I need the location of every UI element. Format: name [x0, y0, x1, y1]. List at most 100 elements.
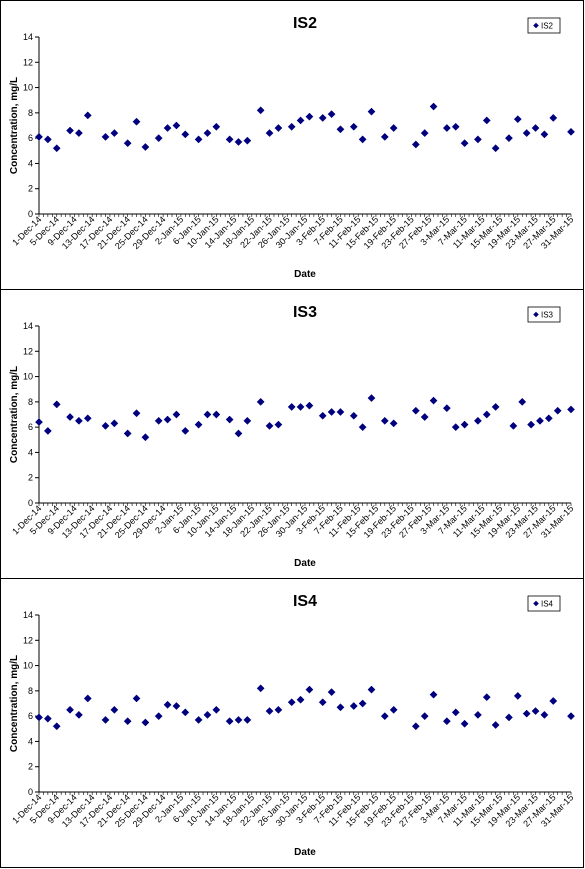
data-point — [110, 129, 119, 138]
data-point — [101, 715, 110, 724]
data-point — [265, 129, 274, 138]
y-tick-label: 0 — [28, 498, 33, 508]
data-point — [336, 408, 345, 416]
data-point — [305, 112, 314, 121]
data-point — [225, 415, 234, 424]
data-point — [35, 418, 43, 427]
data-point — [83, 414, 92, 423]
legend-box — [527, 17, 561, 34]
data-point — [163, 415, 172, 424]
data-point — [43, 135, 52, 144]
data-point — [509, 421, 518, 430]
y-tick-label: 10 — [23, 372, 33, 382]
data-point — [411, 140, 420, 149]
data-point — [442, 404, 451, 413]
data-point — [451, 423, 460, 432]
chart-title: IS2 — [293, 15, 317, 32]
data-point — [212, 705, 221, 714]
y-tick-label: 6 — [28, 133, 33, 143]
data-point — [256, 397, 265, 406]
data-point — [336, 125, 345, 134]
data-point — [203, 710, 212, 719]
data-point — [305, 401, 314, 410]
y-tick-label: 4 — [28, 736, 33, 746]
data-point — [531, 124, 540, 132]
data-point — [420, 129, 429, 138]
data-point — [194, 715, 203, 724]
data-point — [380, 132, 389, 141]
data-point — [181, 130, 190, 139]
y-tick-label: 12 — [23, 635, 33, 645]
chart-panel-is2: IS2 0 2 4 6 8 10 12 14 1-Dec-14 5-Dec-14 9-Dec-14 13… — [0, 0, 584, 290]
legend-label: IS2 — [541, 22, 554, 31]
chart-panel-is3: IS3 0 2 4 6 8 10 12 14 1-Dec-14 5-Dec-14 9-Dec-14 13… — [0, 289, 584, 579]
data-point — [327, 110, 336, 119]
data-point — [460, 719, 469, 728]
data-point — [296, 116, 305, 125]
chart-svg: IS4024681012141-Dec-145-Dec-149-Dec-1413… — [9, 593, 575, 858]
data-point — [274, 420, 283, 429]
data-point — [473, 710, 482, 719]
data-point — [83, 111, 92, 120]
data-point — [442, 717, 451, 726]
data-point — [420, 712, 429, 721]
data-point — [101, 132, 110, 141]
legend-box — [527, 595, 561, 612]
data-point — [411, 406, 420, 415]
data-point — [567, 712, 575, 721]
data-point — [74, 710, 83, 719]
data-point — [504, 134, 513, 143]
data-point — [203, 129, 212, 138]
y-tick-label: 14 — [23, 321, 33, 331]
data-point — [491, 721, 500, 729]
data-point — [527, 420, 536, 429]
data-point — [43, 426, 52, 435]
legend-label: IS4 — [541, 600, 554, 609]
data-point — [429, 690, 438, 699]
legend-marker — [533, 600, 539, 607]
x-axis-label: Date — [294, 847, 316, 858]
y-tick-label: 0 — [28, 787, 33, 797]
chart-title: IS3 — [293, 304, 317, 321]
data-point — [380, 416, 389, 425]
data-point — [460, 420, 469, 429]
legend: IS3 — [527, 306, 561, 323]
data-point — [491, 402, 500, 411]
data-point — [531, 707, 540, 716]
data-point — [349, 122, 358, 131]
chart-panel-is4: IS4 0 2 4 6 8 10 12 14 1-Dec-14 5-Dec-14 9-Dec-14 13… — [0, 578, 584, 868]
x-axis-label: Date — [294, 558, 316, 569]
data-point — [243, 715, 252, 724]
data-point — [482, 693, 491, 702]
data-point — [522, 129, 531, 138]
data-point — [349, 702, 358, 710]
data-point — [429, 396, 438, 405]
data-point — [473, 416, 482, 425]
data-point — [172, 410, 181, 419]
y-tick-label: 14 — [23, 32, 33, 42]
data-point — [287, 122, 296, 131]
y-tick-label: 6 — [28, 711, 33, 721]
data-point — [132, 409, 141, 418]
data-point — [132, 694, 141, 703]
data-point — [367, 107, 376, 116]
data-point — [451, 122, 460, 131]
legend: IS4 — [527, 595, 561, 612]
data-point — [181, 708, 190, 717]
data-point — [482, 410, 491, 419]
data-point — [243, 136, 252, 145]
data-point — [358, 699, 367, 708]
data-point — [203, 410, 212, 419]
data-point — [74, 129, 83, 138]
data-point — [163, 700, 172, 709]
data-point — [172, 121, 181, 130]
data-point — [460, 139, 469, 148]
data-point — [123, 717, 132, 726]
y-tick-label: 10 — [23, 83, 33, 93]
data-point — [451, 708, 460, 717]
data-point — [274, 124, 283, 132]
data-point — [212, 410, 221, 419]
data-point — [225, 135, 234, 144]
data-point — [553, 406, 562, 415]
data-point — [181, 426, 190, 435]
